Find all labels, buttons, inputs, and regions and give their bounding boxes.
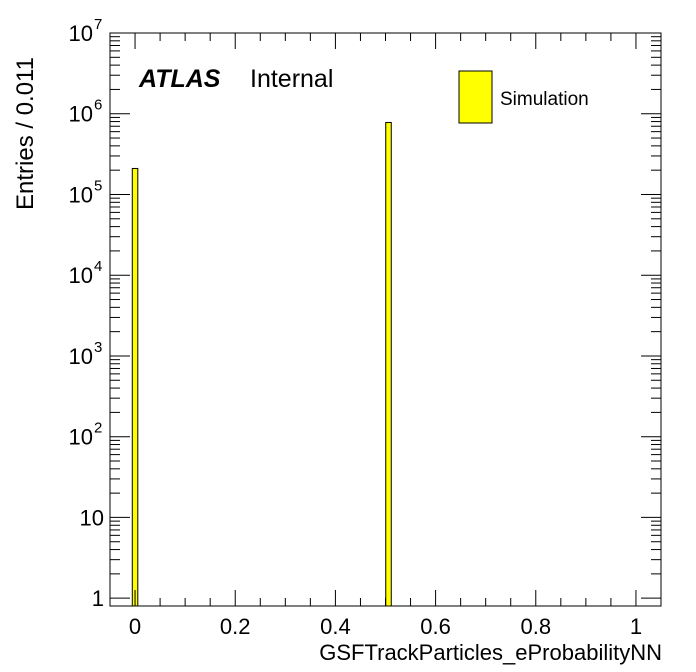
plot-frame xyxy=(109,32,662,607)
histogram-bar xyxy=(385,121,392,607)
y-axis-label: Entries / 0.011 xyxy=(12,57,39,210)
x-tick-label: 1 xyxy=(630,614,642,639)
atlas-label: ATLAS xyxy=(138,65,221,93)
histogram-bar xyxy=(131,167,139,607)
histogram-bars xyxy=(131,121,392,607)
axis-ticks xyxy=(109,32,662,606)
x-tick-label: 0.4 xyxy=(320,614,351,639)
legend-swatch-simulation xyxy=(458,70,493,124)
y-tick-label: 10 xyxy=(69,182,93,207)
x-tick-label: 0 xyxy=(129,614,141,639)
y-tick-label: 10 xyxy=(69,425,93,450)
y-tick-label: 10 xyxy=(69,263,93,288)
y-tick-label: 10 xyxy=(69,102,93,127)
y-tick-label: 10 xyxy=(69,344,93,369)
internal-label: Internal xyxy=(250,65,333,93)
x-tick-label: 0.8 xyxy=(520,614,551,639)
x-axis-label: GSFTrackParticles_eProbabilityNN xyxy=(319,640,662,665)
y-tick-label-exponent: 6 xyxy=(94,97,102,114)
y-tick-label: 10 xyxy=(80,505,104,530)
y-tick-label: 1 xyxy=(92,586,104,611)
y-tick-label-exponent: 2 xyxy=(94,420,102,437)
y-tick-label-exponent: 7 xyxy=(94,16,102,33)
y-tick-label-exponent: 3 xyxy=(94,339,102,356)
y-tick-label: 10 xyxy=(69,21,93,46)
x-tick-label: 0.2 xyxy=(220,614,251,639)
x-tick-label: 0.6 xyxy=(420,614,451,639)
y-tick-label-exponent: 5 xyxy=(94,177,102,194)
legend-label-simulation: Simulation xyxy=(500,89,589,110)
x-tick-labels: 0 0.2 0.4 0.6 0.8 1 xyxy=(129,614,642,639)
y-tick-label-exponent: 4 xyxy=(94,258,102,275)
